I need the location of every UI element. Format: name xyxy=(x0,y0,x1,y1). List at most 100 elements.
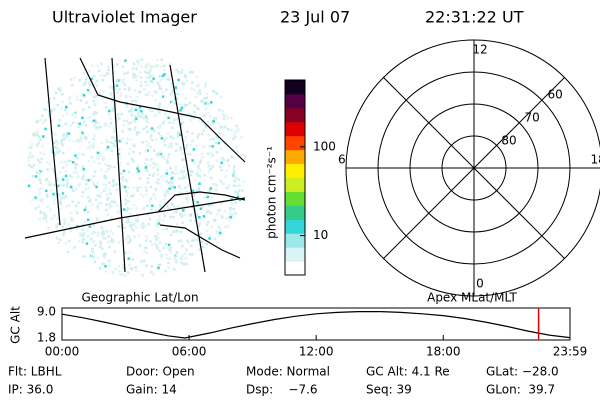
pixel xyxy=(146,149,149,152)
pixel xyxy=(240,135,243,139)
pixel xyxy=(117,117,121,120)
pixel xyxy=(43,108,46,111)
pixel xyxy=(182,166,186,169)
pixel xyxy=(168,143,172,146)
pixel xyxy=(211,165,215,168)
pixel xyxy=(112,180,115,184)
pixel xyxy=(134,76,137,79)
pixel xyxy=(125,221,129,224)
pixel xyxy=(72,189,75,193)
pixel xyxy=(64,136,67,140)
color-step xyxy=(285,135,305,151)
pixel xyxy=(232,134,236,138)
pixel xyxy=(205,229,208,233)
pixel xyxy=(227,224,230,228)
pixel xyxy=(170,202,174,206)
pixel xyxy=(186,239,189,243)
pixel xyxy=(61,194,64,197)
pixel xyxy=(119,161,122,164)
pixel xyxy=(67,223,71,226)
pixel xyxy=(229,216,232,219)
pixel xyxy=(92,143,95,147)
pixel xyxy=(232,207,235,211)
pixel xyxy=(72,218,75,221)
pixel xyxy=(74,154,77,157)
pixel xyxy=(134,265,138,269)
pixel xyxy=(145,158,149,161)
pixel xyxy=(148,71,151,74)
pixel xyxy=(196,135,200,139)
lat-label: 80 xyxy=(501,133,516,147)
pixel xyxy=(68,204,71,207)
pixel xyxy=(163,215,167,218)
pixel xyxy=(31,133,34,136)
pixel xyxy=(137,63,140,66)
pixel xyxy=(75,210,79,214)
pixel xyxy=(42,217,45,220)
pixel xyxy=(99,240,102,244)
pixel xyxy=(154,197,157,200)
pixel xyxy=(106,145,110,149)
pixel xyxy=(50,217,53,220)
pixel xyxy=(233,135,237,139)
pixel xyxy=(174,102,177,105)
pixel xyxy=(92,181,95,184)
pixel xyxy=(87,159,91,163)
pixel xyxy=(204,124,207,127)
pixel xyxy=(65,164,68,167)
pixel xyxy=(141,141,144,144)
pixel xyxy=(39,181,42,184)
pixel xyxy=(112,126,115,130)
pixel xyxy=(167,116,170,120)
pixel xyxy=(148,76,151,79)
pixel xyxy=(96,126,100,129)
pixel xyxy=(153,242,157,245)
pixel xyxy=(208,237,211,240)
pixel xyxy=(90,232,93,236)
pixel xyxy=(50,147,54,151)
pixel xyxy=(222,158,226,162)
pixel xyxy=(215,159,219,162)
pixel xyxy=(174,149,178,152)
pixel xyxy=(175,229,178,232)
pixel xyxy=(184,262,188,266)
pixel xyxy=(167,156,170,159)
pixel xyxy=(42,135,45,138)
pixel xyxy=(77,152,81,156)
pixel xyxy=(92,160,96,164)
pixel xyxy=(219,95,223,99)
pixel xyxy=(220,161,223,165)
pixel xyxy=(36,171,39,174)
pixel xyxy=(125,105,129,108)
pixel xyxy=(154,223,158,226)
pixel xyxy=(105,198,109,201)
pixel xyxy=(163,112,167,116)
pixel xyxy=(197,189,201,192)
pixel xyxy=(55,226,59,229)
pixel xyxy=(34,196,37,199)
pixel xyxy=(179,257,183,260)
pixel xyxy=(69,216,73,219)
pixel xyxy=(107,124,111,128)
pixel xyxy=(145,76,148,79)
pixel xyxy=(210,137,214,140)
pixel xyxy=(219,180,222,183)
pixel xyxy=(131,159,135,163)
pixel xyxy=(116,210,119,214)
pixel xyxy=(74,112,77,115)
pixel xyxy=(192,198,195,202)
pixel xyxy=(145,92,148,96)
pixel xyxy=(178,133,182,136)
cb-tick-label: 100 xyxy=(313,139,336,153)
pixel xyxy=(149,208,153,211)
pixel xyxy=(130,138,133,141)
pixel xyxy=(106,65,110,68)
pixel xyxy=(193,88,196,92)
mlt-label: 6 xyxy=(338,153,346,167)
pixel xyxy=(177,171,180,175)
pixel xyxy=(169,93,173,96)
pixel xyxy=(163,157,166,160)
pixel xyxy=(72,140,75,143)
pixel xyxy=(117,241,121,244)
